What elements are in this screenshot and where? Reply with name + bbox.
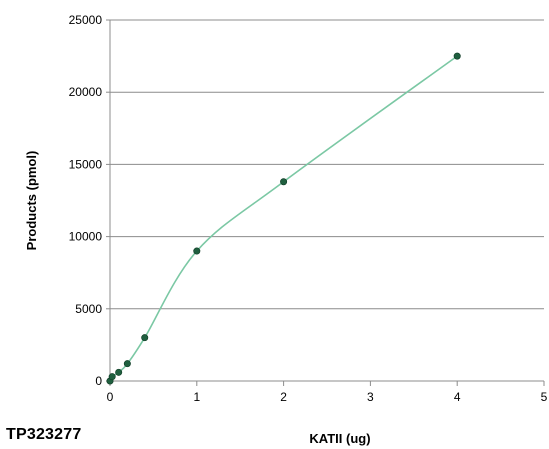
x-tick-label: 2 <box>280 390 287 404</box>
x-tick-label: 3 <box>367 390 374 404</box>
data-point-7 <box>453 52 461 60</box>
y-tick-label: 0 <box>95 374 102 388</box>
y-tick-label: 5000 <box>75 302 102 316</box>
x-tick-label: 0 <box>107 390 114 404</box>
x-axis-title: KATII (ug) <box>309 431 370 446</box>
markers-group <box>106 52 461 385</box>
series-line-group <box>109 55 458 382</box>
data-point-4 <box>141 334 149 342</box>
y-tick-label: 25000 <box>69 13 103 27</box>
x-tick-label: 5 <box>541 390 548 404</box>
ticks: 0 5000 10000 15000 20000 25000 0 1 2 3 4 5 <box>69 13 548 404</box>
data-point-1 <box>108 373 116 381</box>
x-tick-label: 4 <box>454 390 461 404</box>
y-tick-label: 15000 <box>69 157 103 171</box>
data-point-6 <box>280 178 288 186</box>
product-id-label: TP323277 <box>6 426 82 443</box>
x-tick-label: 1 <box>193 390 200 404</box>
gridlines <box>110 19 544 310</box>
series-line <box>109 55 458 382</box>
y-tick-label: 20000 <box>69 85 103 99</box>
y-tick-label: 10000 <box>69 230 103 244</box>
axes <box>109 20 544 382</box>
data-point-3 <box>123 360 131 368</box>
data-point-2 <box>115 368 123 376</box>
data-point-5 <box>193 247 201 255</box>
y-axis-title: Products (pmol) <box>24 151 39 251</box>
